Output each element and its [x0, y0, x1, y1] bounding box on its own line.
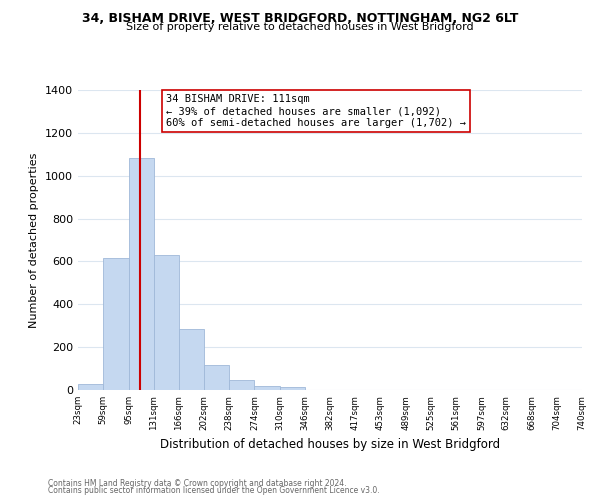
Bar	[78, 384, 103, 390]
Bar	[254, 386, 280, 390]
Bar	[229, 380, 254, 390]
X-axis label: Distribution of detached houses by size in West Bridgford: Distribution of detached houses by size …	[160, 438, 500, 451]
Text: 34 BISHAM DRIVE: 111sqm
← 39% of detached houses are smaller (1,092)
60% of semi: 34 BISHAM DRIVE: 111sqm ← 39% of detache…	[166, 94, 466, 128]
Bar	[128, 158, 154, 390]
Bar	[179, 329, 204, 390]
Text: Size of property relative to detached houses in West Bridgford: Size of property relative to detached ho…	[126, 22, 474, 32]
Bar	[154, 255, 179, 390]
Bar	[204, 366, 229, 390]
Text: 34, BISHAM DRIVE, WEST BRIDGFORD, NOTTINGHAM, NG2 6LT: 34, BISHAM DRIVE, WEST BRIDGFORD, NOTTIN…	[82, 12, 518, 26]
Bar	[103, 258, 128, 390]
Y-axis label: Number of detached properties: Number of detached properties	[29, 152, 40, 328]
Text: Contains public sector information licensed under the Open Government Licence v3: Contains public sector information licen…	[48, 486, 380, 495]
Text: Contains HM Land Registry data © Crown copyright and database right 2024.: Contains HM Land Registry data © Crown c…	[48, 478, 347, 488]
Bar	[280, 387, 305, 390]
